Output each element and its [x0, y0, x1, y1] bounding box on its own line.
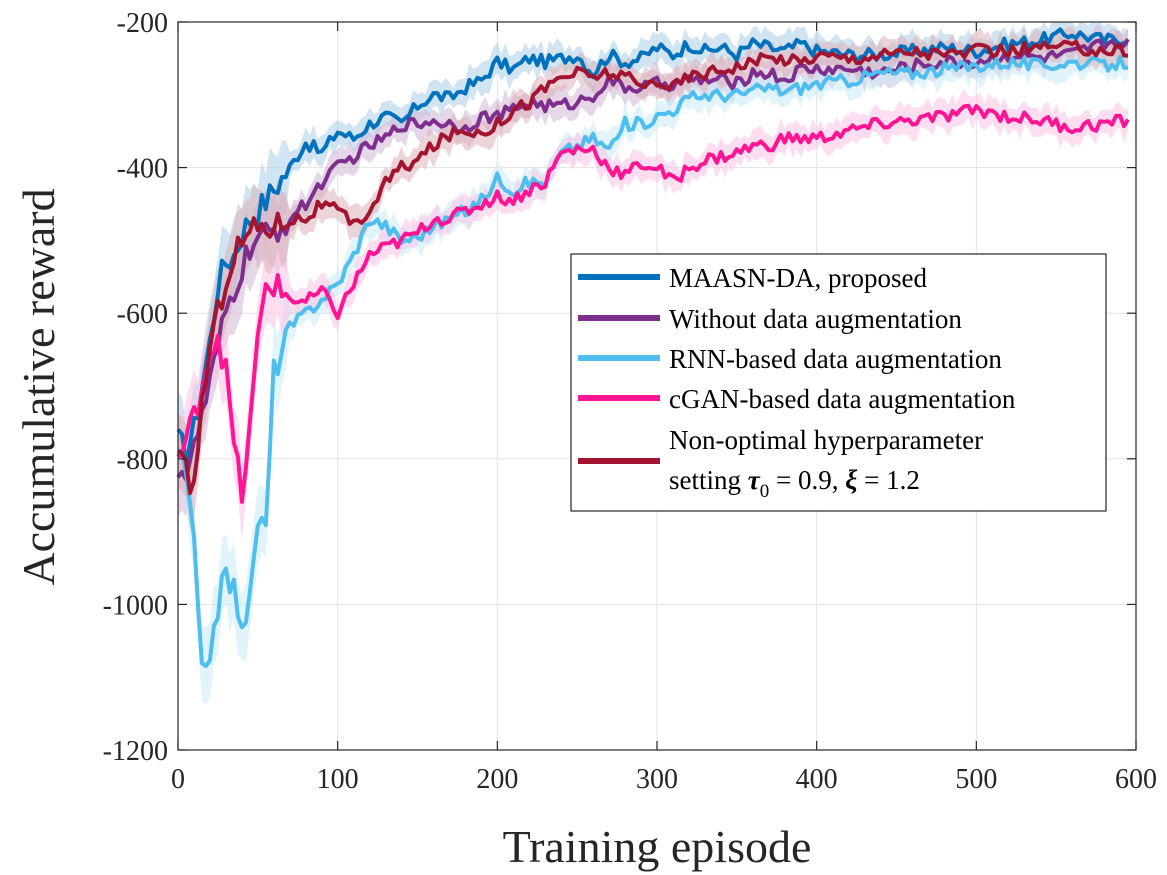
legend-label-maasn: MAASN-DA, proposed [669, 263, 927, 293]
x-tick-label: 400 [796, 764, 838, 795]
x-tick-label: 100 [317, 764, 359, 795]
legend-xi-symbol: ξ [845, 465, 857, 495]
legend-box [570, 253, 1107, 512]
confidence-bands [178, 22, 1128, 705]
y-tick-label: -400 [117, 154, 168, 185]
line-nonoptimal [176, 39, 1129, 496]
legend-label-rnn: RNN-based data augmentation [669, 344, 1002, 374]
legend-xi-value: = 1.2 [857, 465, 919, 495]
x-axis-label: Training episode [503, 821, 812, 872]
x-tick-label: 0 [171, 764, 185, 795]
y-tick-label: -200 [117, 8, 168, 39]
y-tick-label: -800 [117, 445, 168, 476]
legend-tau-value: = 0.9, [769, 465, 845, 495]
ticks [177, 21, 1137, 751]
x-tick-label: 600 [1115, 764, 1157, 795]
x-tick-label: 500 [955, 764, 997, 795]
x-tick-label: 300 [636, 764, 678, 795]
line-cgan [176, 103, 1130, 504]
legend-tau-subscript: 0 [760, 481, 770, 502]
y-tick-label: -1200 [103, 736, 168, 767]
band-cgan [178, 89, 1128, 541]
y-axis-label: Accumulative reward [13, 188, 64, 585]
x-tick-label: 200 [476, 764, 518, 795]
legend-setting-prefix: setting [669, 465, 748, 495]
legend: MAASN-DA, proposed Without data augmenta… [570, 253, 1107, 512]
legend-label-cgan: cGAN-based data augmentation [669, 384, 1016, 414]
legend-label-nonoptimal-line2: setting τ0 = 0.9, ξ = 1.2 [669, 465, 920, 502]
legend-label-nonoptimal-line1: Non-optimal hyperparameter [669, 425, 983, 455]
band-nonoptimal [178, 26, 1128, 530]
legend-label-without-da: Without data augmentation [669, 304, 962, 334]
series-lines [176, 27, 1130, 668]
y-tick-label: -600 [117, 299, 168, 330]
tick-labels: 0 100 200 300 400 500 600 -1200 -1000 -800 -600 -40… [103, 8, 1157, 795]
line-rnn [176, 55, 1128, 668]
y-tick-label: -1000 [103, 590, 168, 621]
legend-tau-symbol: τ [748, 465, 761, 495]
